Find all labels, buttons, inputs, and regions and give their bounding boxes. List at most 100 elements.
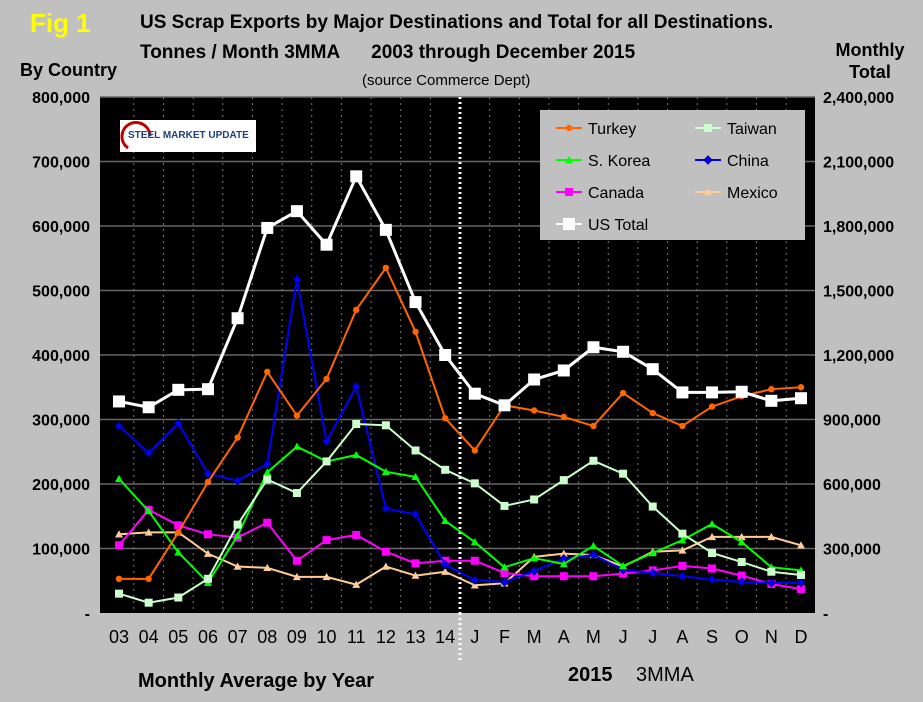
data-point [559,559,568,568]
data-point [439,349,452,361]
x-tick-label: J [470,627,479,647]
data-point [468,387,481,400]
data-point [530,495,539,504]
data-point [797,570,805,579]
series-line [118,422,802,604]
x-tick-label: 11 [347,627,366,647]
data-point [292,556,301,565]
x-tick-label: 12 [376,627,396,647]
data-point [706,386,719,399]
series-line [118,531,802,587]
data-point [292,572,301,581]
data-point [412,328,419,335]
data-point [172,383,185,396]
data-point [766,577,777,588]
legend-label: Taiwan [727,121,777,138]
data-point [559,476,568,485]
y-tick-right: 1,500,000 [823,284,894,301]
data-point [530,407,538,414]
data-point [797,585,805,594]
data-point [619,561,628,570]
data-point [352,450,361,459]
data-point [232,476,243,486]
data-point [203,574,212,583]
x-tick-label: 08 [257,627,277,647]
data-point [678,546,687,554]
data-point [233,520,242,529]
x-tick-label: 06 [198,627,218,647]
data-point [708,564,717,573]
data-point [678,561,687,570]
data-point [143,448,154,458]
data-point [174,593,183,602]
series-china [114,274,806,588]
data-point [115,530,123,538]
legend: Turkey Taiwan S. Korea China Canada Mexico US … [540,110,805,240]
data-point [470,575,480,585]
data-point [500,569,509,578]
series-line [119,265,802,580]
data-point [648,502,657,511]
data-point [619,469,628,478]
data-point [201,383,214,396]
y-tick-left: 100,000 [32,542,90,559]
data-point [678,536,687,544]
legend-label: Canada [588,185,644,202]
data-point [292,274,302,285]
data-point [411,571,420,579]
data-point [528,373,541,386]
data-point [795,392,807,405]
x-tick-label: A [558,627,570,647]
legend-marker [563,218,575,230]
data-point [352,580,361,588]
data-point [145,575,152,583]
data-point [529,566,539,576]
data-point [440,559,450,570]
y-tick-right: 900,000 [823,413,881,430]
legend-marker [565,156,573,164]
data-point [735,385,748,398]
data-point [264,368,271,375]
data-point [175,529,182,536]
data-point [144,507,153,515]
steel-market-update-logo: STEEL MARKET UPDATE [120,120,256,152]
data-point [115,589,123,598]
legend-item: S. Korea [556,153,650,170]
data-point [261,221,274,234]
data-point [797,384,805,391]
data-point [708,549,717,558]
data-point [322,536,331,545]
data-point [379,223,392,236]
y-axis-right-label-1: Monthly [835,40,905,60]
data-point [649,409,656,417]
data-point [708,403,716,410]
data-point [767,532,776,541]
data-point [767,567,776,576]
data-point [441,567,450,575]
x-axis-label-3mma: 3MMA [636,664,694,686]
data-point [115,575,123,583]
data-point [173,418,184,429]
data-point [409,296,422,309]
data-point [737,532,746,541]
data-point [736,577,747,587]
x-tick-label: D [795,627,808,647]
chart-title: US Scrap Exports by Major Destinations a… [140,12,774,33]
x-tick-label: M [586,627,601,647]
chart-source: (source Commerce Dept) [362,72,531,89]
data-point [113,395,125,408]
y-axis-left-label: By Country [20,60,118,80]
data-point [708,519,717,528]
x-axis-label-year: 2015 [568,664,613,686]
data-point [144,598,153,607]
y-tick-left: 500,000 [32,284,90,301]
data-point [590,422,597,430]
data-point [471,447,479,454]
data-point [381,467,390,475]
y-tick-right: 1,800,000 [823,219,894,236]
data-point [765,394,778,407]
data-point [557,364,570,377]
x-tick-label: F [499,627,510,647]
series-line [118,279,801,584]
data-point [619,389,627,397]
